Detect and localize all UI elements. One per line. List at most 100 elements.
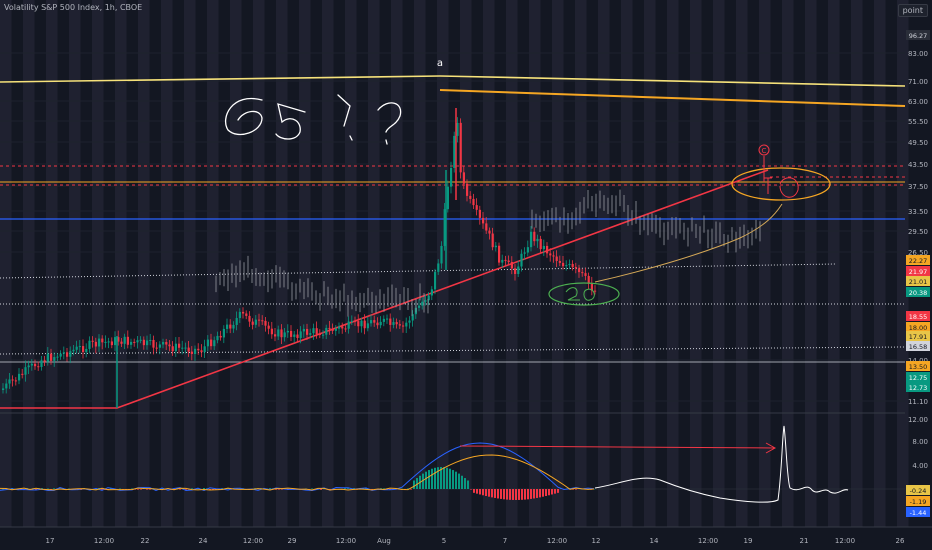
candle-body — [216, 335, 219, 341]
indicator-bar — [479, 489, 481, 495]
session-band — [46, 0, 58, 527]
white-dotted-line-3 — [0, 346, 906, 355]
time-axis[interactable]: 17 12:00 22 24 12:00 29 12:00 Aug 5 7 12:00 12 14 12:… — [46, 537, 905, 545]
candle-body — [267, 325, 270, 329]
candle-body — [232, 324, 235, 329]
candle-body — [174, 343, 177, 352]
candle-body — [558, 260, 561, 263]
candle-body — [434, 271, 437, 290]
indicator-bar — [554, 489, 556, 494]
price-tag-label: 18.00 — [909, 324, 928, 332]
indicator-bar — [431, 468, 433, 489]
candle-body — [421, 301, 424, 306]
time-tick-label: 19 — [744, 537, 753, 545]
price-tag-bg — [906, 372, 930, 382]
chart-title: Volatility S&P 500 Index, 1h, CBOE — [4, 3, 143, 12]
indicator-bar — [572, 489, 574, 490]
indicator-bar — [557, 489, 559, 493]
indicator-drawings — [459, 425, 849, 503]
indicator-bar — [482, 489, 484, 496]
candle-body — [40, 360, 43, 367]
time-tick-label: 26 — [896, 537, 905, 545]
candle-body — [386, 318, 389, 320]
candle-body — [149, 339, 152, 341]
price-tag-bg — [906, 30, 930, 40]
indicator-bar — [521, 489, 523, 500]
indicator-bar — [467, 480, 469, 489]
candle-body — [114, 337, 117, 346]
indicator-bar — [275, 489, 277, 490]
candle-body — [245, 313, 248, 316]
session-band — [529, 0, 541, 527]
candle-body — [315, 328, 318, 334]
indicator-bar — [353, 488, 355, 489]
candle-body — [94, 341, 97, 347]
candle-body — [482, 217, 485, 224]
candle-body — [430, 289, 433, 296]
candle-body — [66, 352, 69, 357]
candle-body — [456, 122, 459, 136]
indicator-red-arrow — [459, 442, 777, 454]
candle-body — [472, 198, 475, 206]
price-axis[interactable]: 83.00 71.00 63.00 55.50 49.50 43.50 37.50 33.50… — [908, 50, 928, 470]
time-tick-label: 12:00 — [835, 537, 855, 545]
price-tag-label: 12.75 — [909, 374, 928, 382]
candle-body — [72, 349, 75, 352]
candle-body — [504, 259, 507, 261]
time-tick-label: 12 — [592, 537, 601, 545]
candle-body — [5, 383, 8, 389]
session-band — [713, 0, 725, 527]
candle-body — [222, 328, 225, 338]
session-band — [483, 0, 495, 527]
candle-body — [366, 323, 369, 329]
candle-body — [286, 330, 289, 333]
candle-body — [578, 268, 581, 273]
candle-body — [270, 328, 273, 335]
candle-body — [187, 347, 190, 352]
indicator-tag-bg — [906, 507, 930, 517]
indicator-bar — [41, 488, 43, 489]
price-tick-label: 33.50 — [908, 208, 928, 216]
candle-body — [162, 342, 165, 345]
time-tick-label: 12:00 — [94, 537, 114, 545]
candle-body — [370, 320, 373, 324]
candle-body — [475, 205, 478, 210]
indicator-bar — [407, 488, 409, 489]
candle-body — [142, 339, 145, 346]
candle-body — [379, 321, 382, 326]
session-band — [897, 0, 909, 527]
indicator-bar — [380, 488, 382, 489]
indicator-tick-label: 4.00 — [912, 462, 928, 470]
session-band — [69, 0, 81, 527]
candle-body — [242, 311, 245, 314]
indicator-tags: -0.24 -1.19 -1.44 — [906, 485, 930, 517]
candle-body — [523, 252, 526, 254]
candle-body — [395, 322, 398, 325]
indicator-bar — [53, 488, 55, 489]
indicator-bar — [527, 489, 529, 500]
candle-body — [258, 319, 261, 321]
indicator-bar — [524, 489, 526, 500]
indicator-bar — [458, 473, 460, 489]
candle-body — [325, 327, 328, 335]
unit-button[interactable]: point — [897, 4, 928, 17]
indicator-bar — [548, 489, 550, 496]
candle-body — [446, 186, 449, 210]
indicator-bar — [347, 488, 349, 489]
candle-body — [520, 253, 523, 267]
session-band — [598, 0, 610, 527]
candle-body — [2, 388, 5, 390]
price-tag-label: 12.73 — [909, 384, 928, 392]
candle-body — [203, 346, 206, 353]
session-band — [621, 0, 633, 527]
indicator-bar — [209, 489, 211, 490]
session-band — [207, 0, 219, 527]
candle-body — [280, 329, 283, 338]
time-tick-label: 22 — [141, 537, 150, 545]
candle-body — [318, 333, 321, 335]
session-band — [667, 0, 679, 527]
price-tick-label: 83.00 — [908, 50, 928, 58]
candle-body — [322, 334, 325, 336]
candle-body — [328, 327, 331, 329]
